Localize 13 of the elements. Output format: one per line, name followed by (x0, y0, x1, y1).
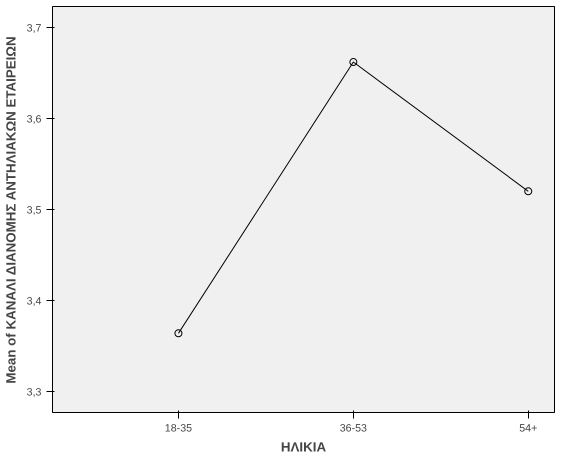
x-tick-label: 54+ (519, 422, 538, 434)
point (174, 329, 182, 338)
x-tick-label: 36-53 (340, 422, 368, 434)
point (349, 58, 358, 66)
y-tick-label: 3,3 (26, 386, 42, 399)
y-tick-label: 3,4 (26, 296, 42, 308)
x-axis-title: ΗΛΙΚΙΑ (280, 440, 326, 454)
y-tick-label: 3,7 (26, 22, 42, 34)
point (524, 187, 532, 196)
y-tick-label: 3,5 (26, 204, 42, 216)
x-tick-label: 18-35 (164, 422, 192, 434)
y-axis-title: Mean of ΚΑΝΑΛΙ ΔΙΑΝΟΜΗΣ ΑΝΤΗΛΙΑΚΩΝ ΕΤΑΙΡΕΙΩΝ (4, 36, 19, 384)
y-tick-label: 3,6 (26, 113, 42, 126)
